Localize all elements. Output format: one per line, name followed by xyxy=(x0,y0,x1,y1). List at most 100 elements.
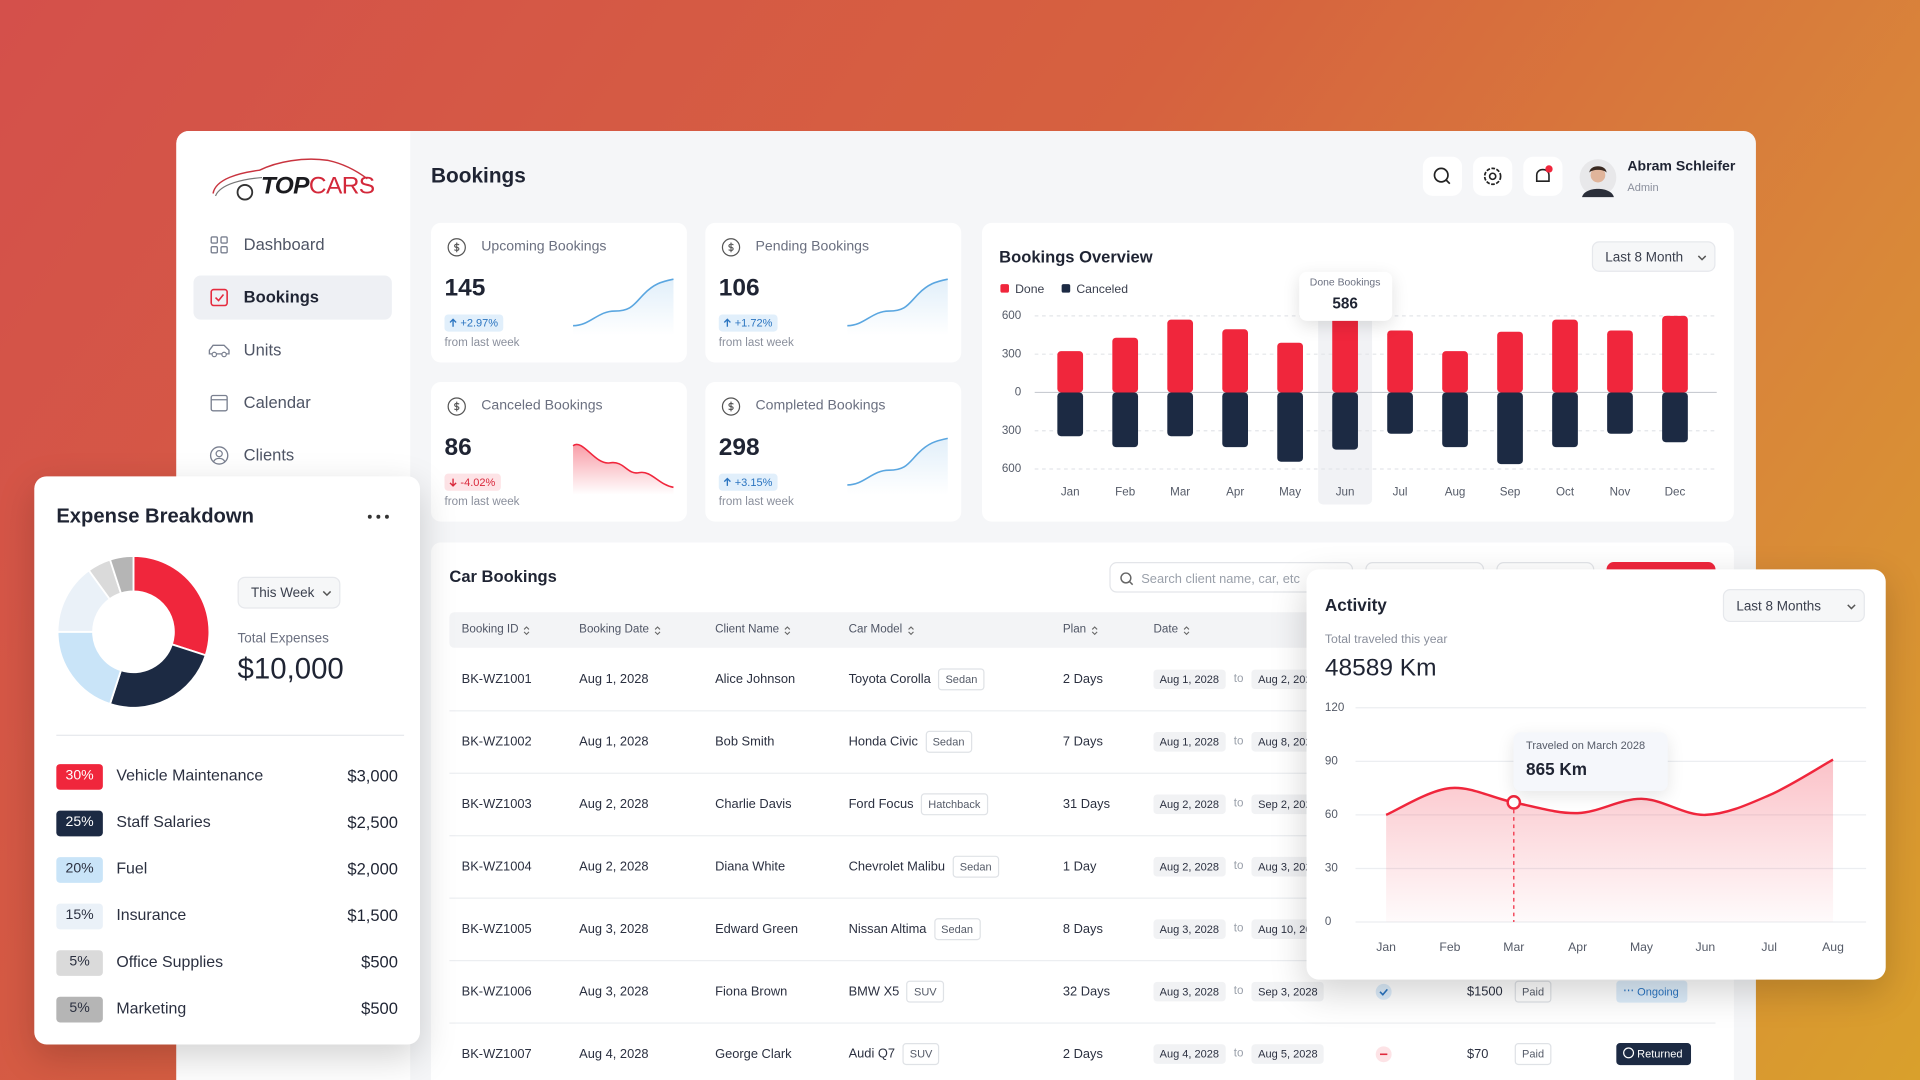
sparkline-area xyxy=(573,279,674,336)
car-cell: Toyota Corolla Sedan xyxy=(849,668,985,691)
stat-label: Upcoming Bookings xyxy=(481,239,607,254)
card-title: Expense Breakdown xyxy=(56,505,254,528)
x-tick-label: Jun xyxy=(1695,940,1715,954)
total-label: Total Expenses xyxy=(237,631,329,647)
percent-badge: 25% xyxy=(56,810,103,836)
nav-icon xyxy=(210,236,228,254)
booking-date: Aug 1, 2028 xyxy=(579,672,649,687)
client-name: Charlie Davis xyxy=(715,797,792,812)
end-date: Aug 8, 2028 xyxy=(1252,732,1324,753)
bar xyxy=(1442,351,1468,393)
sort-icon xyxy=(524,626,530,636)
chart-title: Bookings Overview xyxy=(999,247,1153,267)
stat-note: from last week xyxy=(444,495,520,509)
bar xyxy=(1222,329,1248,393)
stat-graphics xyxy=(447,238,674,336)
sparkline-area xyxy=(573,444,674,495)
pie-slice xyxy=(108,643,207,709)
legend-swatch xyxy=(1000,284,1009,293)
end-date: Sep 3, 2028 xyxy=(1252,981,1324,1002)
car-model: Chevrolet Malibu xyxy=(848,859,946,875)
booking-date: Aug 3, 2028 xyxy=(579,984,649,1000)
client-name: Diana White xyxy=(715,859,786,875)
car-cell: Audi Q7 SUV xyxy=(848,1043,940,1066)
car-model: Audi Q7 xyxy=(848,1046,896,1062)
nav-label: Units xyxy=(243,340,282,360)
percent-badge: 15% xyxy=(56,903,103,929)
expense-amount: $2,000 xyxy=(347,859,398,879)
avatar xyxy=(1579,159,1617,198)
bar xyxy=(1552,392,1578,448)
car-model: Honda Civic xyxy=(848,734,918,750)
bar xyxy=(1387,392,1413,434)
settings-button[interactable] xyxy=(1473,156,1513,196)
stat-note: from last week xyxy=(444,336,520,350)
nav-item[interactable]: Clients xyxy=(193,433,391,477)
x-tick-label: May xyxy=(1630,940,1654,954)
icon-part xyxy=(1379,988,1388,996)
stat-icon xyxy=(447,238,466,257)
end-date: Aug 2, 2028 xyxy=(1252,669,1324,690)
more-button[interactable] xyxy=(365,507,392,527)
stat-icon xyxy=(721,397,741,416)
status-icon xyxy=(1375,1046,1392,1063)
change-badge: +3.15% xyxy=(718,473,778,492)
end-date: Aug 3, 2028 xyxy=(1252,856,1324,877)
bar xyxy=(1277,392,1303,462)
search-button[interactable] xyxy=(1422,156,1463,196)
stat-icon xyxy=(454,401,460,412)
x-tick-label: Aug xyxy=(1445,485,1466,498)
arrow-path xyxy=(723,318,731,327)
car-cell: Honda Civic Sedan xyxy=(848,730,972,754)
sparkline xyxy=(572,443,674,489)
legend-label: Canceled xyxy=(1076,282,1128,296)
y-tick-label: 600 xyxy=(1002,309,1022,322)
sort-path xyxy=(524,626,530,636)
expense-name: Office Supplies xyxy=(116,952,224,971)
change-arrow xyxy=(449,478,457,487)
icon-part xyxy=(220,236,228,244)
sparkline-area xyxy=(847,279,948,336)
nav-icon xyxy=(209,446,229,465)
notifications-button[interactable] xyxy=(1523,156,1563,196)
stat-icon xyxy=(728,242,734,253)
row-divider xyxy=(449,1022,1716,1024)
nav-item[interactable]: Bookings xyxy=(193,275,392,320)
sparkline xyxy=(573,278,674,327)
pie-slice xyxy=(132,554,211,657)
nav-item[interactable]: Dashboard xyxy=(193,223,391,267)
dropdown[interactable]: Last 8 Months xyxy=(1722,588,1865,623)
dropdown[interactable]: Last 8 Month xyxy=(1591,241,1716,272)
sort-icon xyxy=(654,626,661,636)
date-separator: to xyxy=(1233,734,1244,748)
nav-item[interactable]: Units xyxy=(193,328,391,372)
dropdown[interactable]: This Week xyxy=(237,576,341,609)
tooltip: Done Bookings 586 xyxy=(1298,271,1392,321)
stat-card: Upcoming Bookings 145 +2.97% from last week xyxy=(431,222,687,363)
stat-label: Completed Bookings xyxy=(755,398,886,414)
bar xyxy=(1497,392,1523,465)
logo-text: TOP CARS xyxy=(261,171,383,200)
start-date: Aug 2, 2028 xyxy=(1153,794,1226,815)
x-tick-label: Oct xyxy=(1556,485,1575,498)
sort-path xyxy=(907,626,914,636)
icon-part xyxy=(215,450,223,458)
booking-id: BK-WZ1001 xyxy=(461,672,532,687)
icon-part xyxy=(367,514,372,519)
nav-item[interactable]: Calendar xyxy=(193,381,391,425)
y-tick-label: 600 xyxy=(1002,462,1022,475)
expense-amount: $500 xyxy=(361,999,398,1018)
avatar-face xyxy=(1590,167,1606,183)
bar xyxy=(1277,342,1303,393)
more-icon xyxy=(367,514,389,519)
icon-part xyxy=(213,457,226,462)
tooltip: Traveled on March 2028 865 Km xyxy=(1513,732,1669,792)
icon-part xyxy=(221,351,227,358)
bar xyxy=(1442,392,1468,448)
end-date: Aug 5, 2028 xyxy=(1252,1044,1324,1065)
sort-icon xyxy=(1183,626,1190,636)
expense-name: Vehicle Maintenance xyxy=(116,765,264,785)
stat-note: from last week xyxy=(718,336,794,350)
date-cell: Aug 3, 2028 to Sep 3, 2028 xyxy=(1153,981,1324,1002)
